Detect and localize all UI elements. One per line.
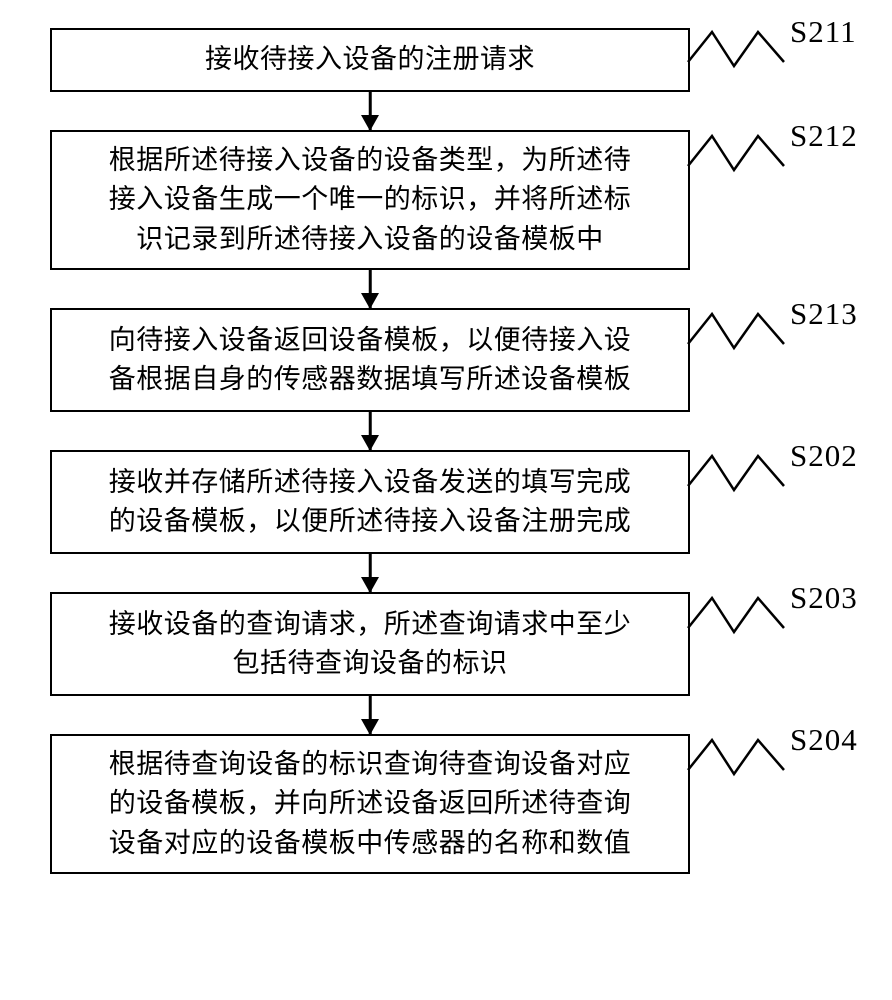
step-s212: 根据所述待接入设备的设备类型，为所述待 接入设备生成一个唯一的标识，并将所述标 …	[50, 130, 842, 270]
step-label: S212	[790, 118, 858, 154]
arrow	[50, 92, 690, 130]
step-text: 向待接入设备返回设备模板，以便待接入设 备根据自身的传感器数据填写所述设备模板	[109, 321, 632, 399]
connector-zigzag	[686, 306, 786, 356]
step-s213: 向待接入设备返回设备模板，以便待接入设 备根据自身的传感器数据填写所述设备模板 …	[50, 308, 842, 412]
step-text: 接收并存储所述待接入设备发送的填写完成 的设备模板，以便所述待接入设备注册完成	[109, 463, 632, 541]
arrow-head-icon	[361, 719, 379, 735]
arrow-head-icon	[361, 293, 379, 309]
step-label: S203	[790, 580, 858, 616]
step-label: S213	[790, 296, 858, 332]
arrow-head-icon	[361, 435, 379, 451]
step-box: 向待接入设备返回设备模板，以便待接入设 备根据自身的传感器数据填写所述设备模板	[50, 308, 690, 412]
step-text: 根据所述待接入设备的设备类型，为所述待 接入设备生成一个唯一的标识，并将所述标 …	[109, 141, 632, 258]
arrow	[50, 412, 690, 450]
arrow	[50, 554, 690, 592]
connector-zigzag	[686, 24, 786, 74]
connector-zigzag	[686, 448, 786, 498]
flowchart-container: 接收待接入设备的注册请求 S211 根据所述待接入设备的设备类型，为所述待 接入…	[50, 28, 842, 874]
step-text: 根据待查询设备的标识查询待查询设备对应 的设备模板，并向所述设备返回所述待查询 …	[109, 745, 632, 862]
arrow	[50, 270, 690, 308]
step-text: 接收设备的查询请求，所述查询请求中至少 包括待查询设备的标识	[109, 605, 632, 683]
arrow-head-icon	[361, 115, 379, 131]
step-box: 根据待查询设备的标识查询待查询设备对应 的设备模板，并向所述设备返回所述待查询 …	[50, 734, 690, 874]
arrow-head-icon	[361, 577, 379, 593]
step-box: 接收并存储所述待接入设备发送的填写完成 的设备模板，以便所述待接入设备注册完成	[50, 450, 690, 554]
step-box: 根据所述待接入设备的设备类型，为所述待 接入设备生成一个唯一的标识，并将所述标 …	[50, 130, 690, 270]
step-box: 接收待接入设备的注册请求	[50, 28, 690, 92]
connector-zigzag	[686, 128, 786, 178]
step-label: S211	[790, 14, 857, 50]
step-text: 接收待接入设备的注册请求	[205, 40, 535, 79]
step-label: S202	[790, 438, 858, 474]
step-box: 接收设备的查询请求，所述查询请求中至少 包括待查询设备的标识	[50, 592, 690, 696]
step-s203: 接收设备的查询请求，所述查询请求中至少 包括待查询设备的标识 S203	[50, 592, 842, 696]
arrow	[50, 696, 690, 734]
step-s204: 根据待查询设备的标识查询待查询设备对应 的设备模板，并向所述设备返回所述待查询 …	[50, 734, 842, 874]
connector-zigzag	[686, 590, 786, 640]
connector-zigzag	[686, 732, 786, 782]
step-label: S204	[790, 722, 858, 758]
step-s202: 接收并存储所述待接入设备发送的填写完成 的设备模板，以便所述待接入设备注册完成 …	[50, 450, 842, 554]
step-s211: 接收待接入设备的注册请求 S211	[50, 28, 842, 92]
